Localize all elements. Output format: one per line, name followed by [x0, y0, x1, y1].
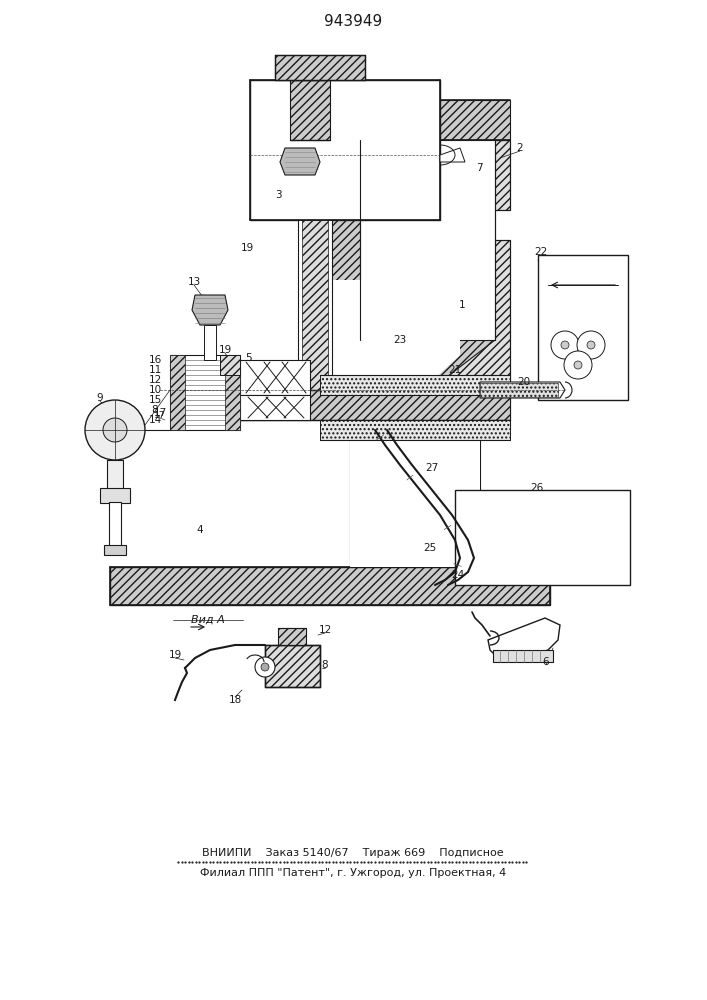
Circle shape	[255, 657, 275, 677]
Text: 15: 15	[148, 395, 162, 405]
Text: 21: 21	[448, 365, 462, 375]
Text: 2: 2	[517, 143, 523, 153]
Polygon shape	[110, 567, 550, 605]
Polygon shape	[350, 430, 480, 567]
Circle shape	[577, 331, 605, 359]
Text: 19: 19	[218, 345, 232, 355]
Text: 19: 19	[168, 650, 182, 660]
Polygon shape	[493, 650, 553, 662]
Text: 18: 18	[228, 695, 242, 705]
Polygon shape	[170, 355, 185, 430]
Circle shape	[564, 351, 592, 379]
Polygon shape	[320, 375, 510, 395]
Text: 1: 1	[459, 300, 465, 310]
Polygon shape	[488, 618, 560, 655]
Circle shape	[551, 331, 579, 359]
Text: 23: 23	[393, 335, 407, 345]
Polygon shape	[240, 360, 310, 395]
Polygon shape	[220, 355, 240, 375]
Text: 12: 12	[148, 375, 162, 385]
Text: 20: 20	[518, 377, 530, 387]
Circle shape	[261, 663, 269, 671]
Text: 16: 16	[148, 355, 162, 365]
Text: 5: 5	[245, 353, 251, 363]
Text: 22: 22	[534, 247, 548, 257]
Polygon shape	[480, 382, 565, 398]
Polygon shape	[298, 220, 332, 390]
Text: 27: 27	[426, 463, 438, 473]
Polygon shape	[280, 148, 320, 175]
Polygon shape	[170, 355, 240, 430]
Polygon shape	[107, 460, 123, 490]
Polygon shape	[330, 220, 495, 390]
Text: 17: 17	[153, 408, 167, 418]
Text: 6: 6	[543, 657, 549, 667]
Polygon shape	[104, 545, 126, 555]
Circle shape	[85, 400, 145, 460]
Text: 3: 3	[275, 190, 281, 200]
Polygon shape	[250, 80, 440, 220]
Polygon shape	[350, 140, 510, 390]
Text: 24: 24	[451, 570, 464, 580]
Polygon shape	[278, 628, 306, 645]
Polygon shape	[200, 390, 510, 420]
Text: 8: 8	[152, 405, 158, 415]
Text: 19: 19	[240, 243, 254, 253]
Polygon shape	[192, 295, 228, 325]
Polygon shape	[320, 420, 510, 440]
Text: 14: 14	[148, 415, 162, 425]
Polygon shape	[204, 325, 216, 360]
Text: 8: 8	[322, 660, 328, 670]
Polygon shape	[265, 645, 320, 687]
Polygon shape	[365, 210, 430, 240]
Circle shape	[103, 418, 127, 442]
Polygon shape	[480, 383, 558, 397]
Polygon shape	[275, 55, 365, 80]
Text: 7: 7	[476, 163, 482, 173]
Polygon shape	[538, 255, 628, 400]
Text: 25: 25	[423, 543, 437, 553]
Polygon shape	[360, 140, 495, 340]
Polygon shape	[240, 395, 310, 420]
Text: 943949: 943949	[324, 14, 382, 29]
Polygon shape	[100, 488, 130, 503]
Polygon shape	[332, 280, 460, 385]
Circle shape	[587, 341, 595, 349]
Text: ВНИИПИ    Заказ 5140/67    Тираж 669    Подписное: ВНИИПИ Заказ 5140/67 Тираж 669 Подписное	[202, 848, 504, 858]
Text: 17: 17	[154, 410, 165, 420]
Polygon shape	[290, 80, 330, 140]
Text: 26: 26	[530, 483, 544, 493]
Text: 11: 11	[148, 365, 162, 375]
Text: Филиал ППП "Патент", г. Ужгород, ул. Проектная, 4: Филиал ППП "Патент", г. Ужгород, ул. Про…	[200, 868, 506, 878]
Text: 4: 4	[197, 525, 204, 535]
Circle shape	[561, 341, 569, 349]
Polygon shape	[225, 355, 240, 430]
Polygon shape	[302, 220, 328, 390]
Circle shape	[574, 361, 582, 369]
Polygon shape	[440, 148, 465, 162]
Polygon shape	[109, 502, 121, 547]
Polygon shape	[295, 60, 325, 80]
Polygon shape	[350, 390, 510, 567]
Text: 12: 12	[318, 625, 332, 635]
Text: Вид А: Вид А	[191, 615, 225, 625]
Text: 13: 13	[187, 277, 201, 287]
Polygon shape	[350, 100, 510, 140]
Text: 9: 9	[97, 393, 103, 403]
Text: 10: 10	[148, 385, 162, 395]
Polygon shape	[455, 490, 630, 585]
